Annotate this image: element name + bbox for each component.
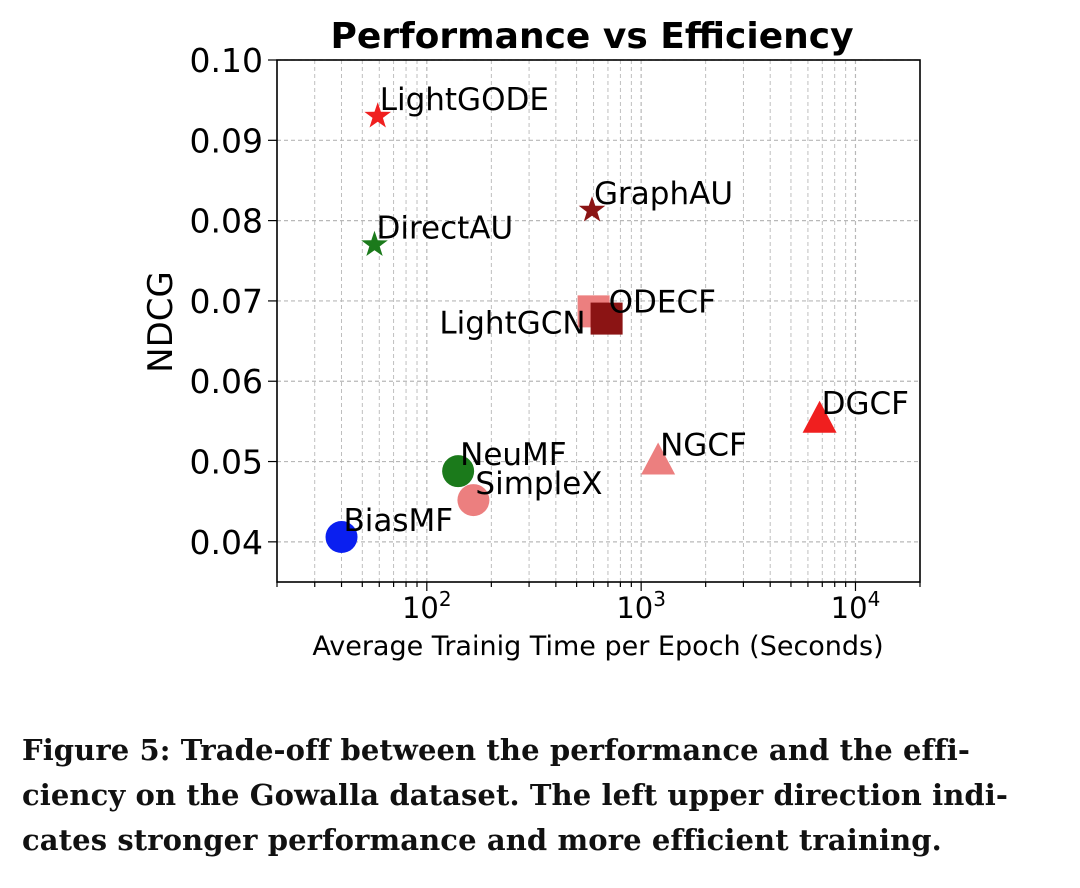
tick-labels: 0.04 0.05 0.06 0.07 0.08 0.09 0.10 102 103 104: [190, 41, 881, 625]
biasmf-label: BiasMF: [344, 503, 454, 539]
directau-point: [361, 230, 388, 256]
lightgcn-label: LightGCN: [439, 305, 585, 341]
lightgode-label: LightGODE: [380, 82, 549, 118]
y-tick-label: 0.07: [190, 282, 263, 321]
x-tick-label: 102: [402, 587, 452, 625]
graphau-label: GraphAU: [594, 176, 733, 212]
caption-line: Figure 5: Trade-off between the performa…: [22, 733, 970, 767]
ngcf-point: [641, 442, 676, 475]
y-tick-label: 0.05: [190, 443, 263, 482]
dgcf-point: [802, 400, 837, 433]
odecf-label: ODECF: [609, 285, 716, 321]
caption-line: ciency on the Gowalla dataset. The left …: [22, 778, 1009, 812]
y-tick-label: 0.09: [190, 121, 263, 160]
grid-lines: [276, 59, 921, 582]
ngcf-label: NGCF: [660, 428, 747, 464]
data-points: [325, 102, 837, 554]
x-tick-label: 104: [831, 587, 881, 625]
figure: 0.04 0.05 0.06 0.07 0.08 0.09 0.10 102 103 104 Bi…: [141, 16, 921, 662]
x-tick-label: 103: [616, 587, 666, 625]
y-tick-label: 0.08: [190, 202, 263, 241]
simplex-label: SimpleX: [475, 466, 602, 502]
biasmf-point: [325, 521, 358, 554]
y-tick-label: 0.06: [190, 362, 263, 401]
neumf-point: [442, 455, 475, 488]
caption-line: cates stronger performance and more effi…: [22, 823, 942, 857]
chart-title: Performance vs Efficiency: [330, 16, 853, 57]
y-tick-label: 0.04: [190, 523, 263, 562]
y-axis-label: NDCG: [141, 271, 181, 373]
neumf-label: NeuMF: [460, 437, 567, 473]
plot-frame: [276, 59, 921, 583]
simplex-point: [457, 484, 490, 517]
directau-label: DirectAU: [376, 211, 513, 247]
odecf-point: [590, 302, 623, 335]
dgcf-label: DGCF: [822, 386, 909, 422]
lightgode-point: [364, 102, 391, 128]
scatter-chart: 0.04 0.05 0.06 0.07 0.08 0.09 0.10 102 103 104 Bi…: [141, 16, 921, 662]
y-tick-label: 0.10: [190, 41, 263, 80]
graphau-point: [578, 196, 606, 222]
figure-caption: Figure 5: Trade-off between the performa…: [22, 728, 1062, 863]
axes: [268, 59, 921, 591]
x-axis-label: Average Trainig Time per Epoch (Seconds): [312, 631, 883, 662]
